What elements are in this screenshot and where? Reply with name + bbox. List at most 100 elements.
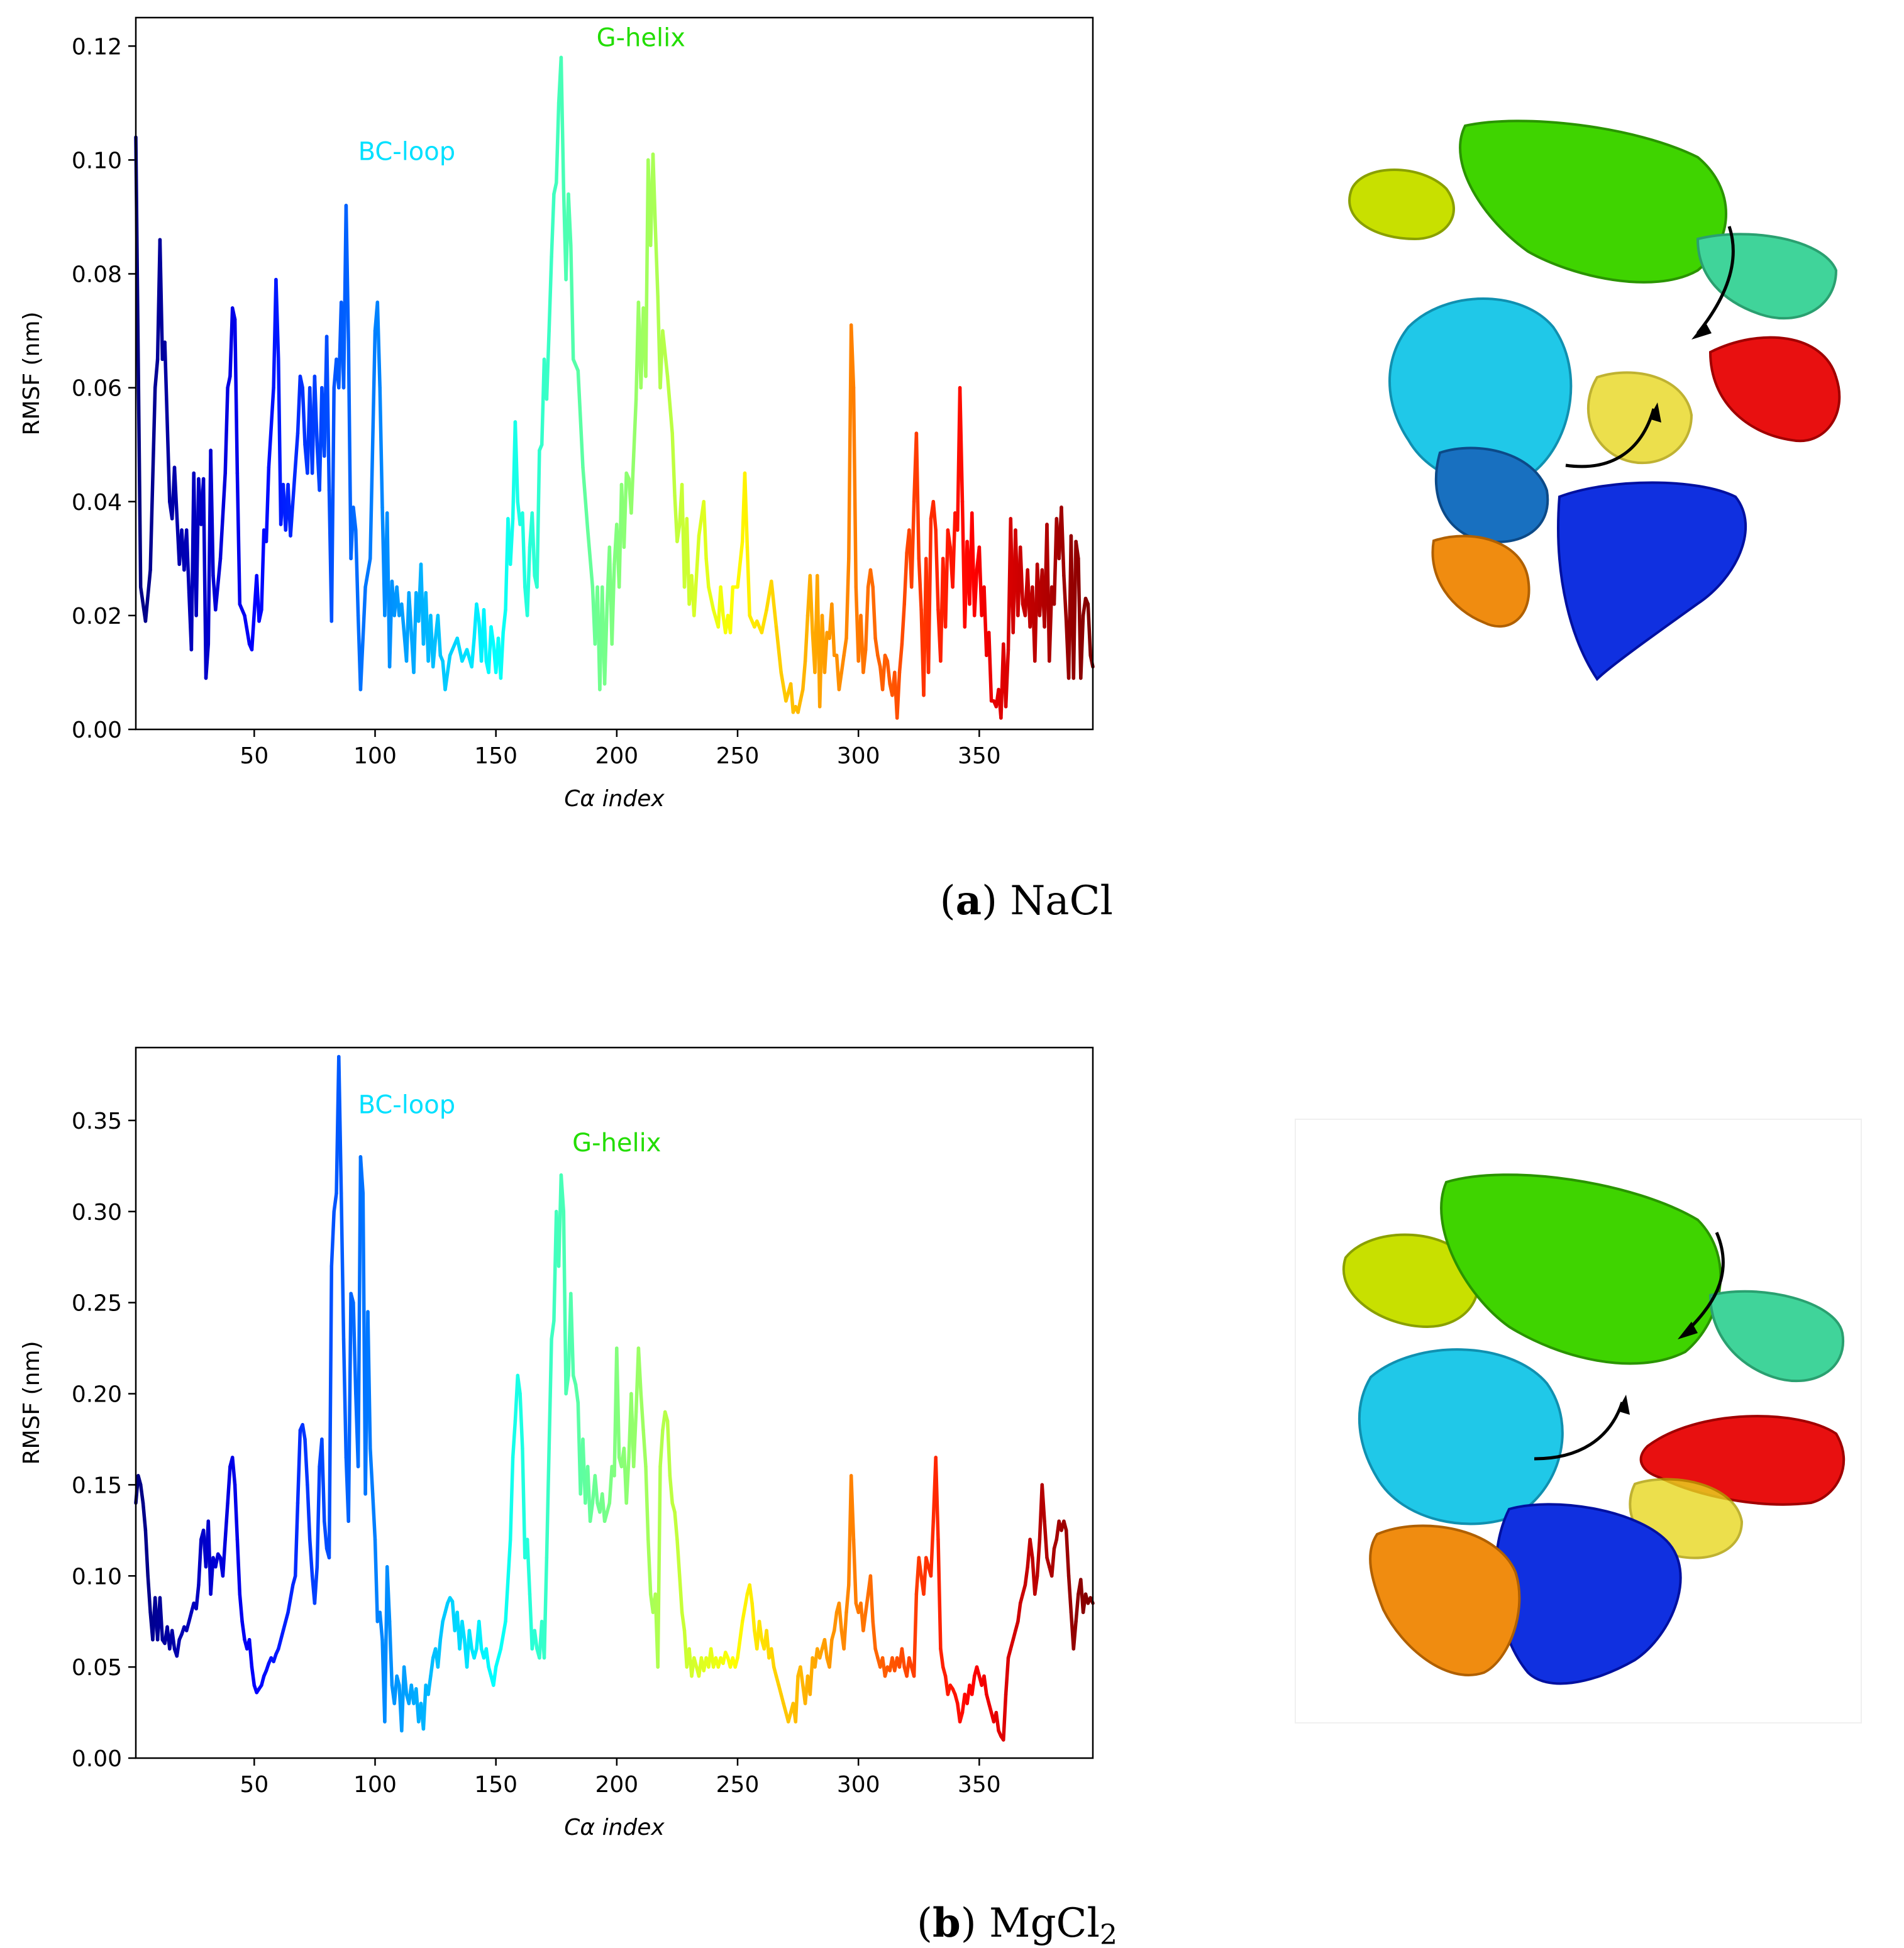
rmsf-segment bbox=[358, 1155, 365, 1195]
rmsf-segment bbox=[873, 636, 880, 658]
rmsf-segment bbox=[366, 1310, 372, 1451]
caption-b: (b) MgCl2 bbox=[917, 1900, 1117, 1948]
x-axis-label: Cα index bbox=[564, 786, 665, 812]
rmsf-segment bbox=[863, 1592, 870, 1614]
rmsf-segment bbox=[624, 1456, 631, 1505]
rmsf-segment bbox=[770, 579, 778, 629]
rmsf-segment bbox=[257, 608, 263, 623]
y-tick-label: 0.30 bbox=[72, 1200, 122, 1226]
rmsf-segment bbox=[1023, 1565, 1029, 1587]
rmsf-segment bbox=[917, 556, 923, 612]
rmsf-segment bbox=[569, 243, 575, 362]
rmsf-segment bbox=[293, 1501, 300, 1578]
rmsf-segment bbox=[871, 585, 877, 640]
loop-orange bbox=[1431, 534, 1530, 628]
rmsf-segment bbox=[306, 1483, 312, 1542]
rmsf-segment bbox=[702, 500, 708, 561]
y-tick-label: 0.02 bbox=[72, 604, 122, 629]
rmsf-segment bbox=[324, 335, 331, 492]
rmsf-segment bbox=[329, 385, 336, 623]
rmsf-segment bbox=[958, 385, 965, 504]
helix-steel-blue bbox=[1434, 446, 1549, 543]
rmsf-segment bbox=[610, 562, 616, 646]
rmsf-segment bbox=[508, 1456, 515, 1542]
rmsf-segment bbox=[368, 329, 377, 561]
rmsf-segment bbox=[542, 1556, 549, 1660]
rmsf-segment bbox=[274, 277, 280, 362]
y-tick-label: 0.10 bbox=[72, 148, 122, 174]
rmsf-segment bbox=[849, 323, 856, 390]
rmsf-segment bbox=[438, 1619, 445, 1642]
helix-teal bbox=[1708, 1290, 1845, 1383]
rmsf-segment bbox=[922, 1556, 928, 1596]
rmsf-segment bbox=[323, 1519, 329, 1551]
rmsf-segment bbox=[289, 500, 295, 538]
y-ticks: 0.00 0.05 0.10 0.15 0.20 0.25 0.30 0.35 bbox=[72, 1109, 136, 1772]
x-tick-label: 250 bbox=[716, 1772, 760, 1798]
rmsf-segment bbox=[750, 1601, 756, 1632]
rmsf-segment bbox=[847, 323, 853, 561]
rmsf-chart-nacl: 0.00 0.02 0.04 0.06 0.08 0.10 0.12 50 100 150 200… bbox=[19, 16, 1095, 812]
rmsf-segment bbox=[1028, 1537, 1034, 1560]
rmsf-segment bbox=[946, 528, 952, 549]
rmsf-segment bbox=[900, 1647, 906, 1669]
rmsf-segment bbox=[477, 1619, 484, 1651]
rmsf-segment bbox=[484, 1647, 490, 1669]
rmsf-segment bbox=[951, 511, 957, 589]
rmsf-segment bbox=[516, 1373, 522, 1396]
rmsf-segment bbox=[895, 670, 902, 720]
x-ticks: 50 100 150 200 250 300 350 bbox=[240, 729, 1001, 769]
rmsf-segment bbox=[214, 556, 223, 612]
rmsf-segment bbox=[240, 1619, 246, 1642]
arrow-upper bbox=[1696, 226, 1735, 335]
rmsf-segment bbox=[929, 1519, 936, 1578]
rmsf-segment bbox=[470, 636, 476, 669]
rmsf-segment bbox=[1071, 1619, 1078, 1651]
rmsf-segment bbox=[296, 1428, 302, 1505]
rmsf-segment bbox=[197, 1537, 203, 1587]
rmsf-segment bbox=[235, 1537, 242, 1596]
rmsf-segment bbox=[387, 1619, 394, 1687]
rmsf-segment bbox=[833, 1610, 839, 1632]
rmsf-segment bbox=[719, 585, 725, 617]
rmsf-segment bbox=[801, 659, 807, 692]
rmsf-segment bbox=[475, 602, 481, 623]
x-tick-label: 250 bbox=[716, 743, 760, 769]
rmsf-segment bbox=[803, 614, 810, 663]
helix-yellow-green bbox=[1348, 169, 1455, 241]
caption-a-text: NaCl bbox=[1010, 878, 1113, 924]
rmsf-segment bbox=[378, 1610, 384, 1642]
loop-orange bbox=[1369, 1524, 1521, 1676]
rmsf-segment bbox=[148, 385, 157, 572]
rmsf-segment bbox=[1079, 614, 1085, 680]
rmsf-segment bbox=[602, 602, 609, 686]
rmsf-segment bbox=[209, 1556, 215, 1596]
rmsf-segment bbox=[344, 204, 350, 344]
rmsf-segment bbox=[844, 1583, 851, 1614]
rmsf-segment bbox=[255, 573, 261, 623]
rmsf-segment bbox=[313, 374, 319, 446]
x-tick-label: 200 bbox=[595, 743, 638, 769]
rmsf-segment bbox=[934, 528, 940, 612]
x-tick-label: 350 bbox=[958, 1772, 1001, 1798]
rmsf-segment bbox=[808, 1656, 814, 1696]
rmsf-segment bbox=[615, 1346, 621, 1459]
rmsf-segment bbox=[851, 385, 858, 589]
rmsf-segment bbox=[736, 1619, 744, 1660]
rmsf-segment bbox=[631, 1410, 638, 1469]
rmsf-segment bbox=[175, 1637, 181, 1658]
rmsf-segment bbox=[779, 670, 788, 703]
y-tick-label: 0.06 bbox=[72, 376, 122, 402]
rmsf-segment bbox=[286, 1583, 295, 1614]
rmsf-segment bbox=[492, 1665, 498, 1687]
rmsf-segment bbox=[172, 465, 181, 567]
rmsf-segment bbox=[757, 1619, 764, 1642]
rmsf-segment bbox=[511, 1419, 518, 1459]
rmsf-segment bbox=[943, 528, 950, 629]
rmsf-segment bbox=[552, 180, 558, 196]
rmsf-segment bbox=[426, 1674, 433, 1696]
rmsf-segment bbox=[158, 238, 165, 362]
y-tick-label: 0.00 bbox=[72, 1746, 122, 1772]
rmsf-segment bbox=[329, 1210, 336, 1268]
rmsf-segment bbox=[668, 1474, 674, 1505]
